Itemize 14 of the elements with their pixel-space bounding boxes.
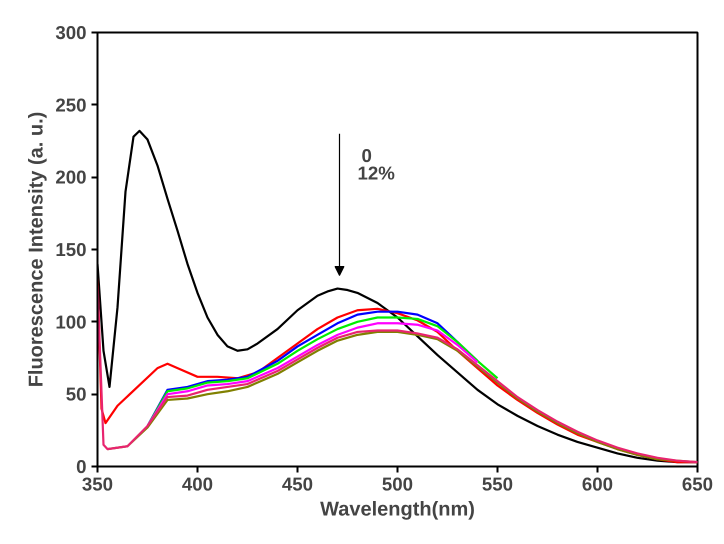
y-tick-label: 200 — [55, 166, 87, 188]
x-tick-label: 650 — [682, 474, 714, 494]
x-axis-title: Wavelength(nm) — [320, 498, 475, 520]
y-tick-label: 100 — [55, 311, 87, 332]
x-tick-label: 550 — [482, 474, 514, 494]
x-tick-label: 500 — [382, 474, 414, 494]
y-tick-label: 300 — [55, 22, 87, 43]
x-tick-label: 450 — [282, 474, 314, 494]
x-tick-label: 400 — [182, 474, 214, 494]
y-tick-label: 150 — [55, 239, 87, 260]
y-tick-label: 50 — [66, 384, 87, 405]
y-axis-title: Fluorescence Intensity (a. u.) — [25, 112, 48, 388]
y-tick-label: 250 — [55, 94, 87, 116]
x-tick-label: 600 — [582, 474, 614, 494]
